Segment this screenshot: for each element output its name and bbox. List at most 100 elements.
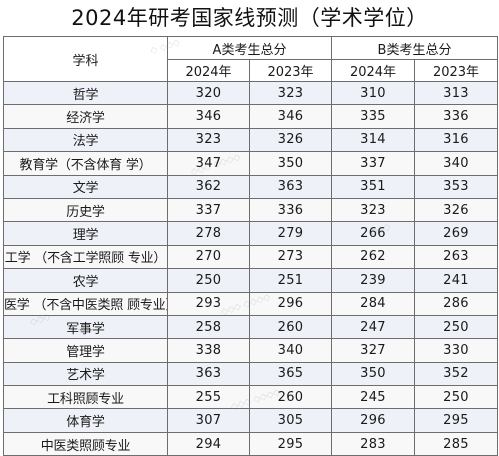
subject-cell: 哲学 bbox=[3, 80, 168, 106]
header-subject: 学科 bbox=[3, 36, 168, 82]
subject-cell: 农学 bbox=[3, 268, 168, 293]
a-2023-cell: 336 bbox=[249, 197, 332, 223]
a-2024-cell: 323 bbox=[167, 127, 250, 153]
subject-cell: 医学 （不含中医类照 顾专业） bbox=[3, 291, 168, 316]
a-2024-cell: 362 bbox=[167, 174, 250, 199]
b-2024-cell: 314 bbox=[331, 127, 415, 153]
table-row: 历史学 337 336 323 326 bbox=[3, 197, 499, 223]
a-2024-cell: 250 bbox=[167, 268, 250, 293]
a-2023-cell: 260 bbox=[249, 314, 332, 340]
b-2024-cell: 245 bbox=[331, 385, 415, 410]
subject-cell: 体育学 bbox=[3, 408, 168, 433]
header-row-years: 2024年 2023年 2024年 2023年 bbox=[4, 59, 499, 82]
header-row-groups: 学科 A类考生总分 B类考生总分 bbox=[3, 36, 499, 82]
b-2024-cell: 266 bbox=[331, 221, 415, 246]
b-2023-cell: 285 bbox=[413, 431, 499, 456]
a-2023-cell: 251 bbox=[249, 268, 332, 293]
a-2023-cell: 296 bbox=[249, 291, 332, 316]
table-row: 经济学 346 346 335 336 bbox=[3, 104, 499, 129]
b-2024-cell: 262 bbox=[331, 244, 415, 270]
subject-cell: 中医类照顾专业 bbox=[3, 431, 168, 456]
b-2023-cell: 336 bbox=[413, 104, 499, 129]
table-row: 军事学 258 260 247 250 bbox=[3, 314, 499, 340]
b-2023-cell: 313 bbox=[413, 80, 499, 106]
b-2023-cell: 352 bbox=[413, 361, 499, 387]
b-2024-cell: 283 bbox=[331, 431, 415, 456]
subject-cell: 军事学 bbox=[3, 314, 168, 340]
a-2024-cell: 270 bbox=[167, 244, 250, 270]
b-2023-cell: 286 bbox=[413, 291, 499, 316]
table-row: 中医类照顾专业 294 295 283 285 bbox=[3, 431, 499, 456]
a-2023-cell: 279 bbox=[249, 221, 332, 246]
table-row: 文学 362 363 351 353 bbox=[3, 174, 499, 199]
subject-cell: 历史学 bbox=[3, 197, 168, 223]
header-group-a: A类考生总分 bbox=[167, 36, 332, 60]
table-row: 工科照顾专业 255 260 245 250 bbox=[3, 385, 499, 410]
header-group-b: B类考生总分 bbox=[330, 36, 499, 60]
a-2024-cell: 320 bbox=[167, 80, 250, 106]
table-row: 体育学 307 305 296 295 bbox=[3, 408, 499, 433]
a-2024-cell: 338 bbox=[167, 338, 250, 363]
b-2024-cell: 239 bbox=[331, 268, 415, 293]
table-row: 法学 323 326 314 316 bbox=[3, 127, 499, 153]
subject-cell: 文学 bbox=[3, 174, 168, 199]
subject-cell: 管理学 bbox=[3, 338, 168, 363]
b-2023-cell: 326 bbox=[413, 197, 499, 223]
b-2024-cell: 323 bbox=[331, 197, 415, 223]
b-2024-cell: 351 bbox=[331, 174, 415, 199]
a-2023-cell: 260 bbox=[249, 385, 332, 410]
b-2023-cell: 263 bbox=[413, 244, 499, 270]
b-2023-cell: 295 bbox=[413, 408, 499, 433]
b-2024-cell: 310 bbox=[331, 80, 415, 106]
b-2023-cell: 330 bbox=[413, 338, 499, 363]
b-2024-cell: 247 bbox=[331, 314, 415, 340]
subject-cell: 经济学 bbox=[3, 104, 168, 129]
subject-cell: 法学 bbox=[3, 127, 168, 153]
a-2024-cell: 255 bbox=[167, 385, 250, 410]
a-2024-cell: 293 bbox=[167, 291, 250, 316]
b-2024-cell: 337 bbox=[331, 151, 415, 176]
b-2023-cell: 269 bbox=[413, 221, 499, 246]
header-a-2023: 2023年 bbox=[249, 59, 332, 82]
header-b-2023: 2023年 bbox=[413, 59, 499, 82]
subject-cell: 工学 （不含工学照顾 专业） bbox=[3, 244, 168, 270]
table-row: 哲学 320 323 310 313 bbox=[3, 80, 499, 106]
page-title: 2024年研考国家线预测（学术学位） bbox=[71, 6, 428, 30]
b-2023-cell: 241 bbox=[413, 268, 499, 293]
b-2023-cell: 250 bbox=[413, 385, 499, 410]
a-2023-cell: 326 bbox=[249, 127, 332, 153]
a-2024-cell: 347 bbox=[167, 151, 250, 176]
subject-cell: 艺术学 bbox=[3, 361, 168, 387]
a-2023-cell: 273 bbox=[249, 244, 332, 270]
a-2024-cell: 294 bbox=[167, 431, 250, 456]
b-2023-cell: 250 bbox=[413, 314, 499, 340]
table-row: 工学 （不含工学照顾 专业） 270 273 262 263 bbox=[3, 244, 499, 270]
a-2023-cell: 340 bbox=[249, 338, 332, 363]
b-2024-cell: 296 bbox=[331, 408, 415, 433]
b-2024-cell: 350 bbox=[331, 361, 415, 387]
subject-cell: 理学 bbox=[3, 221, 168, 246]
table-row: 农学 250 251 239 241 bbox=[3, 268, 499, 293]
table-row: 教育学（不含体育 学） 347 350 337 340 bbox=[3, 151, 499, 176]
b-2024-cell: 284 bbox=[331, 291, 415, 316]
a-2024-cell: 278 bbox=[167, 221, 250, 246]
header-b-2024: 2024年 bbox=[331, 59, 415, 82]
a-2023-cell: 295 bbox=[249, 431, 332, 456]
a-2024-cell: 337 bbox=[167, 197, 250, 223]
a-2023-cell: 350 bbox=[249, 151, 332, 176]
b-2023-cell: 353 bbox=[413, 174, 499, 199]
a-2024-cell: 307 bbox=[167, 408, 250, 433]
table-row: 艺术学 363 365 350 352 bbox=[3, 361, 499, 387]
header-a-2024: 2024年 bbox=[167, 59, 250, 82]
a-2023-cell: 365 bbox=[249, 361, 332, 387]
a-2024-cell: 363 bbox=[167, 361, 250, 387]
b-2023-cell: 316 bbox=[413, 127, 499, 153]
table-row: 医学 （不含中医类照 顾专业） 293 296 284 286 bbox=[3, 291, 499, 316]
a-2024-cell: 346 bbox=[167, 104, 250, 129]
a-2023-cell: 305 bbox=[249, 408, 332, 433]
subject-cell: 工科照顾专业 bbox=[3, 385, 168, 410]
table-row: 管理学 338 340 327 330 bbox=[3, 338, 499, 363]
a-2024-cell: 258 bbox=[167, 314, 250, 340]
score-table: 学科 A类考生总分 B类考生总分 2024年 2023年 2024年 2023年… bbox=[3, 36, 499, 456]
b-2024-cell: 327 bbox=[331, 338, 415, 363]
